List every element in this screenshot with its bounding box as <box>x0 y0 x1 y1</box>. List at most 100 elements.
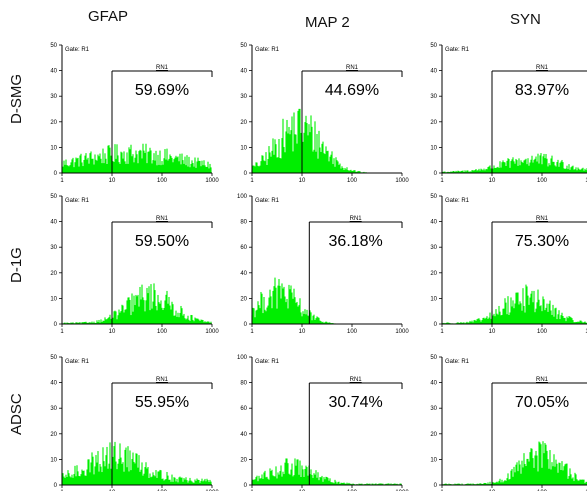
y-tick-label: 30 <box>430 406 437 412</box>
y-tick-label: 40 <box>240 69 247 75</box>
gate-label: Gate: R1 <box>255 198 280 204</box>
y-tick-label: 40 <box>430 220 437 226</box>
y-tick-label: 80 <box>240 220 247 226</box>
y-tick-label: 0 <box>434 171 438 177</box>
column-header-syn: SYN <box>510 11 541 28</box>
gate-label: Gate: R1 <box>65 359 90 365</box>
y-tick-label: 40 <box>240 271 247 277</box>
percent-label: 36.18% <box>329 233 383 250</box>
gate-label: Gate: R1 <box>445 359 470 365</box>
y-tick-label: 40 <box>430 69 437 75</box>
histogram-panel-d-1g-syn: 0 10 20 30 40 50 1 10 100 1000 Gate: R1 RN1 75.30% <box>430 194 587 335</box>
marker-label: RN1 <box>536 65 549 71</box>
y-tick-label: 50 <box>430 43 437 49</box>
y-tick-label: 20 <box>430 432 437 438</box>
histogram-panel-d-smg-map2: 0 10 20 30 40 50 1 10 100 1000 Gate: R1 RN1 44.69% <box>240 43 409 184</box>
y-tick-label: 0 <box>54 171 58 177</box>
y-tick-label: 60 <box>240 406 247 412</box>
y-tick-label: 80 <box>240 381 247 387</box>
x-tick-label: 100 <box>537 329 548 335</box>
y-tick-label: 20 <box>50 120 57 126</box>
marker-label: RN1 <box>156 216 169 222</box>
row-label-adsc: ADSC <box>8 393 25 435</box>
gate-label: Gate: R1 <box>255 359 280 365</box>
row-label-d-smg: D-SMG <box>8 74 25 124</box>
y-tick-label: 50 <box>430 194 437 200</box>
x-tick-label: 10 <box>109 178 116 184</box>
x-tick-label: 10 <box>489 329 496 335</box>
x-tick-label: 100 <box>537 178 548 184</box>
percent-label: 70.05% <box>515 394 569 411</box>
y-tick-label: 0 <box>54 322 58 328</box>
y-tick-label: 40 <box>50 220 57 226</box>
x-tick-label: 1000 <box>395 178 409 184</box>
y-tick-label: 40 <box>50 381 57 387</box>
marker-label: RN1 <box>350 216 363 222</box>
column-header-map2: MAP 2 <box>305 14 350 31</box>
gate-label: Gate: R1 <box>65 198 90 204</box>
x-tick-label: 1000 <box>585 329 587 335</box>
y-tick-label: 100 <box>237 355 248 361</box>
y-tick-label: 30 <box>240 94 247 100</box>
x-tick-label: 1000 <box>395 329 409 335</box>
histogram-panel-d-1g-map2: 0 20 40 60 80 100 1 10 100 1000 Gate: R1 RN1 36.18% <box>237 194 409 335</box>
y-tick-label: 20 <box>50 432 57 438</box>
marker-label: RN1 <box>536 216 549 222</box>
y-tick-label: 50 <box>240 43 247 49</box>
y-tick-label: 40 <box>50 69 57 75</box>
x-tick-label: 1000 <box>585 178 587 184</box>
x-tick-label: 100 <box>157 329 168 335</box>
y-tick-label: 0 <box>244 322 248 328</box>
x-tick-label: 10 <box>299 329 306 335</box>
marker-label: RN1 <box>350 377 363 383</box>
x-tick-label: 1000 <box>205 329 219 335</box>
marker-label: RN1 <box>346 65 359 71</box>
x-tick-label: 10 <box>109 329 116 335</box>
y-tick-label: 10 <box>240 145 247 151</box>
y-tick-label: 20 <box>240 457 247 463</box>
percent-label: 44.69% <box>325 82 379 99</box>
y-tick-label: 60 <box>240 245 247 251</box>
histogram-panel-d-1g-gfap: 0 10 20 30 40 50 1 10 100 1000 Gate: R1 RN1 59.50% <box>50 194 219 335</box>
x-tick-label: 1000 <box>205 178 219 184</box>
marker-label: RN1 <box>156 65 169 71</box>
x-tick-label: 10 <box>489 178 496 184</box>
y-tick-label: 0 <box>434 483 438 489</box>
x-tick-label: 1 <box>250 329 254 335</box>
x-tick-label: 10 <box>299 178 306 184</box>
y-tick-label: 20 <box>430 271 437 277</box>
y-tick-label: 20 <box>430 120 437 126</box>
y-tick-label: 30 <box>50 245 57 251</box>
x-tick-label: 100 <box>347 178 358 184</box>
y-tick-label: 30 <box>430 94 437 100</box>
marker-label: RN1 <box>536 377 549 383</box>
gate-label: Gate: R1 <box>255 47 280 53</box>
y-tick-label: 10 <box>50 145 57 151</box>
y-tick-label: 10 <box>430 296 437 302</box>
y-tick-label: 10 <box>50 296 57 302</box>
x-tick-label: 100 <box>347 329 358 335</box>
y-tick-label: 20 <box>240 296 247 302</box>
percent-label: 30.74% <box>329 394 383 411</box>
y-tick-label: 10 <box>430 145 437 151</box>
y-tick-label: 50 <box>430 355 437 361</box>
y-tick-label: 50 <box>50 355 57 361</box>
marker-label: RN1 <box>156 377 169 383</box>
percent-label: 59.50% <box>135 233 189 250</box>
y-tick-label: 30 <box>430 245 437 251</box>
x-tick-label: 1 <box>250 178 254 184</box>
y-tick-label: 40 <box>430 381 437 387</box>
x-tick-label: 1 <box>60 178 64 184</box>
x-tick-label: 1 <box>440 329 444 335</box>
y-tick-label: 0 <box>244 171 248 177</box>
x-tick-label: 1 <box>60 329 64 335</box>
y-tick-label: 20 <box>50 271 57 277</box>
y-tick-label: 30 <box>50 94 57 100</box>
y-tick-label: 0 <box>54 483 58 489</box>
y-tick-label: 50 <box>50 194 57 200</box>
y-tick-label: 40 <box>240 432 247 438</box>
y-tick-label: 0 <box>434 322 438 328</box>
